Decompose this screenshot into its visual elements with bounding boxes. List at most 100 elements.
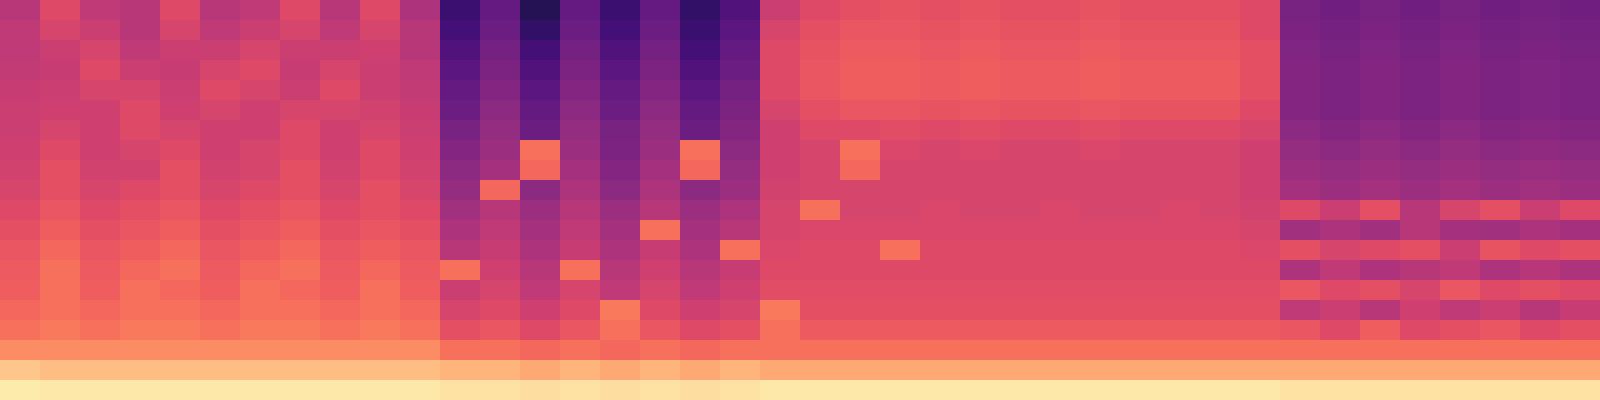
cell (1480, 200, 1521, 221)
cell (240, 260, 281, 281)
cell (200, 160, 241, 181)
heatmap-cells (0, 0, 1600, 400)
cell (1280, 320, 1321, 341)
cell (1400, 380, 1441, 400)
cell (1000, 80, 1041, 101)
cell (160, 20, 201, 41)
cell (1160, 260, 1201, 281)
cell (80, 180, 121, 201)
cell (440, 360, 481, 381)
cell (1520, 360, 1561, 381)
cell (800, 0, 841, 21)
cell (1040, 0, 1081, 21)
cell (680, 220, 721, 241)
cell (1160, 20, 1201, 41)
cell (920, 280, 961, 301)
cell (1000, 260, 1041, 281)
cell (880, 40, 921, 61)
cell (480, 40, 521, 61)
cell (1080, 320, 1121, 341)
cell (400, 160, 441, 181)
cell (760, 180, 801, 201)
cell (1560, 180, 1600, 201)
cell (640, 200, 681, 221)
cell (240, 240, 281, 261)
cell (320, 20, 361, 41)
cell (1320, 20, 1361, 41)
cell (640, 380, 681, 400)
cell (1280, 40, 1321, 61)
cell (40, 60, 81, 81)
cell (360, 260, 401, 281)
cell (80, 360, 121, 381)
cell (720, 260, 761, 281)
cell (800, 300, 841, 321)
cell (600, 260, 641, 281)
cell (440, 340, 481, 361)
cell (1240, 260, 1281, 281)
cell (320, 300, 361, 321)
cell (1360, 360, 1401, 381)
cell (800, 80, 841, 101)
cell (1040, 60, 1081, 81)
cell (0, 160, 41, 181)
cell (1440, 380, 1481, 400)
cell (680, 60, 721, 81)
cell (1040, 100, 1081, 121)
cell (1360, 120, 1401, 141)
cell (320, 100, 361, 121)
cell (640, 160, 681, 181)
cell (1040, 240, 1081, 261)
cell (1360, 140, 1401, 161)
cell (120, 20, 161, 41)
cell (720, 120, 761, 141)
cell (1120, 320, 1161, 341)
cell (760, 20, 801, 41)
cell (1520, 140, 1561, 161)
cell (480, 80, 521, 101)
cell (240, 0, 281, 21)
cell (360, 320, 401, 341)
cell (480, 100, 521, 121)
cell (720, 180, 761, 201)
cell (1000, 200, 1041, 221)
cell (80, 140, 121, 161)
cell (400, 300, 441, 321)
cell (800, 260, 841, 281)
cell (1040, 80, 1081, 101)
cell (560, 300, 601, 321)
cell (1360, 180, 1401, 201)
cell (600, 40, 641, 61)
cell (840, 40, 881, 61)
cell (0, 0, 41, 21)
cell (480, 240, 521, 261)
cell (0, 320, 41, 341)
cell (720, 280, 761, 301)
cell (1160, 220, 1201, 241)
cell (120, 240, 161, 261)
cell (0, 260, 41, 281)
cell (1560, 340, 1600, 361)
cell (1520, 340, 1561, 361)
cell (1320, 160, 1361, 181)
cell (640, 40, 681, 61)
cell (520, 380, 561, 400)
cell (1160, 240, 1201, 261)
cell (160, 320, 201, 341)
cell (680, 280, 721, 301)
cell (440, 100, 481, 121)
cell (440, 220, 481, 241)
cell (1560, 360, 1600, 381)
cell (1000, 100, 1041, 121)
cell (640, 360, 681, 381)
cell (920, 380, 961, 400)
cell (1280, 120, 1321, 141)
cell (0, 40, 41, 61)
cell (400, 120, 441, 141)
cell (760, 340, 801, 361)
cell (840, 160, 881, 181)
cell (1240, 200, 1281, 221)
cell (1120, 380, 1161, 400)
cell (1520, 300, 1561, 321)
cell (320, 60, 361, 81)
